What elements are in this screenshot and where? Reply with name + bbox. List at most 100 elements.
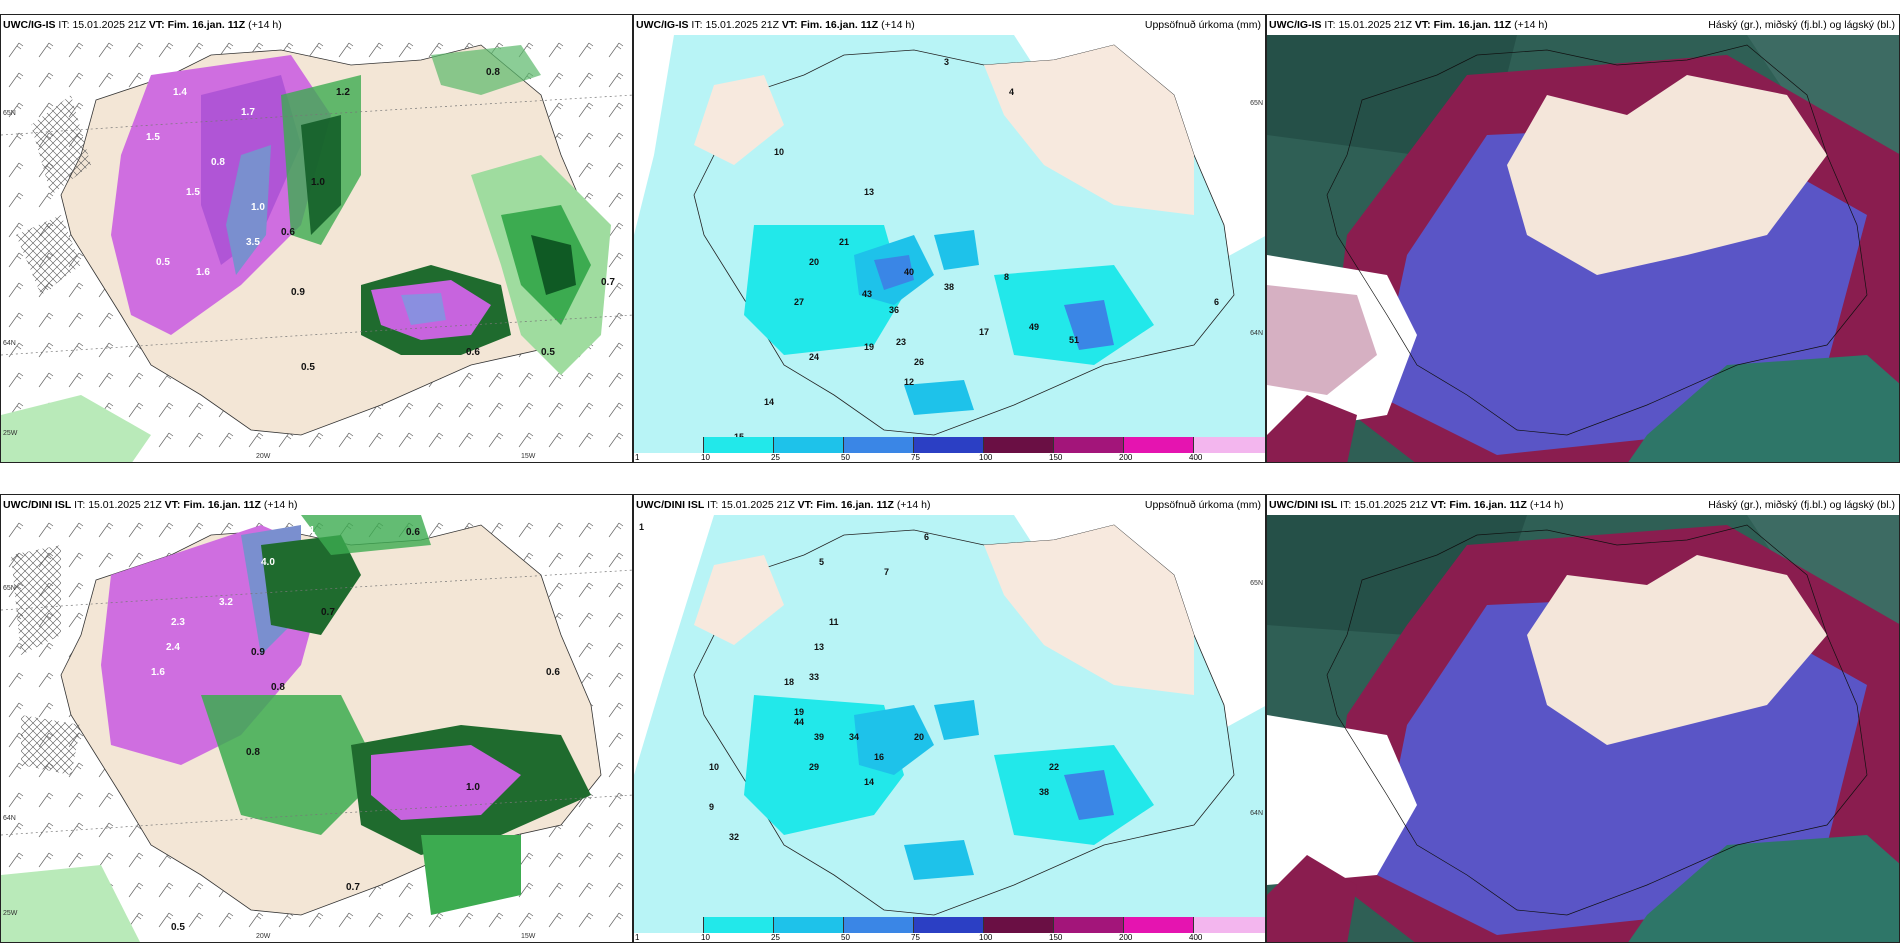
panel-field-title: Uppsöfnuð úrkoma (mm) <box>1144 499 1261 511</box>
map-clouds <box>1267 515 1899 942</box>
svg-text:1.7: 1.7 <box>241 107 255 118</box>
lat-label: 65N <box>3 110 16 117</box>
svg-text:0.5: 0.5 <box>156 257 170 268</box>
svg-text:1.0: 1.0 <box>466 782 480 793</box>
svg-text:0.8: 0.8 <box>271 682 285 693</box>
svg-text:0.7: 0.7 <box>321 607 335 618</box>
lon-label: 25W <box>3 430 18 437</box>
map-value: 1.4 <box>173 87 187 98</box>
panel-field-title: Háský (gr.), miðský (fj.bl.) og lágský (… <box>1708 19 1895 31</box>
svg-text:1.6: 1.6 <box>151 667 165 678</box>
svg-text:14: 14 <box>864 777 874 787</box>
svg-text:20: 20 <box>809 257 819 267</box>
svg-text:0.5: 0.5 <box>171 922 185 933</box>
lon-label: 20W <box>256 453 271 460</box>
svg-text:0.9: 0.9 <box>291 287 305 298</box>
svg-text:1.0: 1.0 <box>311 177 325 188</box>
panel-row2-clouds: UWC/DINI ISL IT: 15.01.2025 21Z VT: Fim.… <box>1266 494 1900 943</box>
svg-text:3.5: 3.5 <box>246 237 260 248</box>
lead-time: (+14 h) <box>248 19 282 31</box>
map-accum-precip: 1 6 5 7 11 13 18 33 19 39 44 34 29 16 20… <box>634 515 1265 919</box>
svg-text:3.2: 3.2 <box>219 597 233 608</box>
svg-text:17: 17 <box>979 327 989 337</box>
svg-text:2.4: 2.4 <box>166 642 180 653</box>
svg-text:44: 44 <box>794 717 804 727</box>
svg-text:38: 38 <box>944 282 954 292</box>
svg-text:13: 13 <box>814 642 824 652</box>
lon-label: 15W <box>521 453 536 460</box>
svg-text:1.5: 1.5 <box>146 132 160 143</box>
map-value: 1 <box>639 522 644 532</box>
model-name: UWC/IG-IS <box>3 19 56 31</box>
panel-header: UWC/IG-IS IT: 15.01.2025 21Z VT: Fim. 16… <box>1 15 632 35</box>
svg-text:0.7: 0.7 <box>346 882 360 893</box>
svg-text:7: 7 <box>884 567 889 577</box>
svg-text:24: 24 <box>809 352 819 362</box>
svg-text:1.0: 1.0 <box>251 202 265 213</box>
svg-text:1.5: 1.5 <box>186 187 200 198</box>
svg-text:51: 51 <box>1069 335 1079 345</box>
svg-text:0.9: 0.9 <box>251 647 265 658</box>
svg-text:12: 12 <box>904 377 914 387</box>
svg-text:2.3: 2.3 <box>171 617 185 628</box>
svg-text:6: 6 <box>924 532 929 542</box>
panel-row1-accum-precip: UWC/IG-IS IT: 15.01.2025 21Z VT: Fim. 16… <box>633 14 1266 463</box>
init-time: 15.01.2025 21Z <box>72 19 146 31</box>
svg-text:18: 18 <box>784 677 794 687</box>
svg-text:40: 40 <box>904 267 914 277</box>
svg-text:11: 11 <box>829 617 839 627</box>
model-name: UWC/DINI ISL <box>3 499 72 511</box>
svg-text:32: 32 <box>729 832 739 842</box>
svg-text:1.6: 1.6 <box>196 267 210 278</box>
svg-text:5: 5 <box>819 557 824 567</box>
svg-text:16: 16 <box>874 752 884 762</box>
map-wind-precip: 1.1 4.0 3.2 2.3 2.4 1.6 0.6 0.8 0.7 0.9 … <box>1 515 632 942</box>
svg-text:26: 26 <box>914 357 924 367</box>
legend-label: 1 <box>635 453 640 462</box>
svg-text:0.5: 0.5 <box>541 347 555 358</box>
svg-text:0.6: 0.6 <box>466 347 480 358</box>
panel-row2-accum-precip: UWC/DINI ISL IT: 15.01.2025 21Z VT: Fim.… <box>633 494 1266 943</box>
panel-row2-precip-wind: UWC/DINI ISL IT: 15.01.2025 21Z VT: Fim.… <box>0 494 633 943</box>
panel-header: UWC/DINI ISL IT: 15.01.2025 21Z VT: Fim.… <box>1267 495 1899 515</box>
map-value: 1.1 <box>301 525 315 536</box>
svg-text:4: 4 <box>1009 87 1014 97</box>
svg-text:23: 23 <box>896 337 906 347</box>
panel-field-title: Uppsöfnuð úrkoma (mm) <box>1144 19 1261 31</box>
panel-header: UWC/DINI ISL IT: 15.01.2025 21Z VT: Fim.… <box>634 495 1265 515</box>
svg-text:15: 15 <box>734 432 744 439</box>
svg-text:0.8: 0.8 <box>486 67 500 78</box>
svg-text:9: 9 <box>709 802 714 812</box>
svg-text:27: 27 <box>794 297 804 307</box>
svg-text:0.8: 0.8 <box>246 747 260 758</box>
svg-text:0.6: 0.6 <box>281 227 295 238</box>
map-wind-precip: 1.4 1.7 1.5 0.8 1.5 1.0 3.5 0.5 1.6 0.6 … <box>1 35 632 462</box>
svg-text:10: 10 <box>709 762 719 772</box>
panel-header: UWC/DINI ISL IT: 15.01.2025 21Z VT: Fim.… <box>1 495 632 515</box>
svg-text:33: 33 <box>809 672 819 682</box>
svg-text:14: 14 <box>764 397 774 407</box>
panel-header: UWC/IG-IS IT: 15.01.2025 21Z VT: Fim. 16… <box>634 15 1265 35</box>
map-value: 3 <box>944 57 949 67</box>
svg-text:36: 36 <box>889 305 899 315</box>
svg-text:34: 34 <box>849 732 859 742</box>
map-accum-precip: 3 4 10 13 21 20 43 36 40 38 19 23 27 24 … <box>634 35 1265 439</box>
svg-text:8: 8 <box>1004 272 1009 282</box>
svg-text:13: 13 <box>864 187 874 197</box>
legend-swatch <box>634 437 704 453</box>
panel-row1-clouds: UWC/IG-IS IT: 15.01.2025 21Z VT: Fim. 16… <box>1266 14 1900 463</box>
svg-text:43: 43 <box>862 289 872 299</box>
valid-time: Fim. 16.jan. 11Z <box>167 19 246 31</box>
svg-text:0.5: 0.5 <box>301 362 315 373</box>
precip-legend: 1 10 25 50 75 100 150 200 400 <box>634 437 1265 462</box>
svg-text:4.0: 4.0 <box>261 557 275 568</box>
svg-text:21: 21 <box>839 237 849 247</box>
lat-label: 64N <box>3 340 16 347</box>
svg-text:39: 39 <box>814 732 824 742</box>
svg-text:22: 22 <box>1049 762 1059 772</box>
svg-text:29: 29 <box>809 762 819 772</box>
svg-text:0.8: 0.8 <box>211 157 225 168</box>
svg-text:49: 49 <box>1029 322 1039 332</box>
svg-text:38: 38 <box>1039 787 1049 797</box>
svg-text:0.6: 0.6 <box>546 667 560 678</box>
